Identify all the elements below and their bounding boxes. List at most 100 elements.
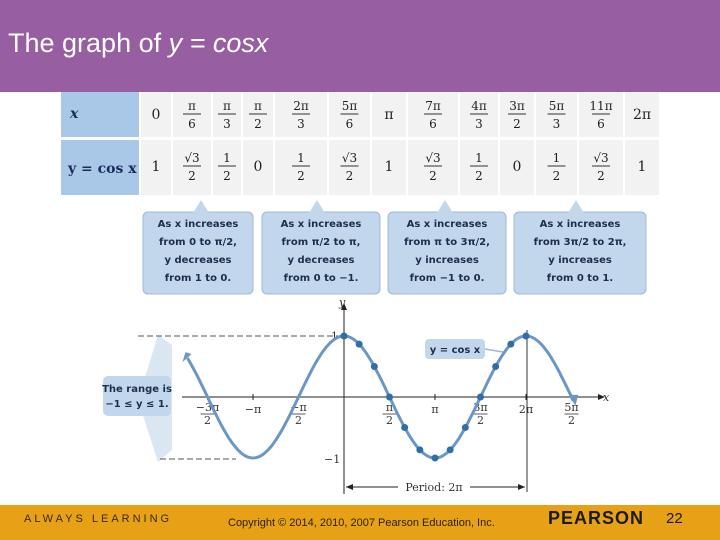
y-value-value: 1 bbox=[638, 159, 647, 175]
y-cell bbox=[243, 140, 273, 195]
x-value-numerator: π bbox=[223, 99, 231, 113]
x-cell bbox=[372, 92, 406, 137]
callout-text: from 0 to −1. bbox=[284, 273, 359, 284]
x-value-numerator: π bbox=[254, 99, 262, 113]
values-table: xy = cos x0π6π3π22π35π6π7π64π33π25π311π6… bbox=[61, 92, 659, 195]
y-cell bbox=[372, 140, 406, 195]
y-value-numerator: √3 bbox=[342, 151, 357, 165]
y-header-label: y = cos x bbox=[67, 161, 137, 177]
callout-text: As x increases bbox=[158, 219, 239, 230]
x-value-numerator: 2π bbox=[293, 99, 309, 113]
x-tick-denominator: 2 bbox=[204, 414, 211, 427]
x-value-numerator: 7π bbox=[425, 99, 441, 113]
y-value-denominator: 2 bbox=[553, 169, 561, 183]
y-value-numerator: √3 bbox=[425, 151, 440, 165]
slide-title: The graph of y = cosx bbox=[8, 28, 268, 59]
y-cell bbox=[625, 140, 659, 195]
x-axis-label: x bbox=[603, 391, 610, 404]
curve-arrow bbox=[182, 352, 192, 363]
x-tick-denominator: 2 bbox=[568, 414, 575, 427]
plotted-point bbox=[370, 363, 378, 370]
title-prefix: The graph of bbox=[8, 28, 169, 58]
x-value-denominator: 3 bbox=[297, 117, 305, 131]
x-value-denominator: 6 bbox=[188, 117, 196, 131]
x-tick-denominator: 2 bbox=[386, 414, 393, 427]
plotted-point bbox=[431, 454, 439, 462]
period-arrow-left bbox=[346, 484, 353, 490]
x-value-denominator: 6 bbox=[429, 117, 437, 131]
callout-text: from −1 to 0. bbox=[410, 273, 485, 284]
y-value-denominator: 2 bbox=[429, 169, 437, 183]
curve-label-box bbox=[425, 339, 485, 359]
y-cell bbox=[408, 140, 458, 195]
curve-label-pointer bbox=[484, 348, 504, 353]
footer-tagline: ALWAYS LEARNING bbox=[24, 513, 173, 525]
callout-text: from 0 to 1. bbox=[547, 273, 613, 284]
y-header-cell bbox=[61, 140, 139, 195]
x-value-denominator: 6 bbox=[597, 117, 605, 131]
callout-text: As x increases bbox=[407, 219, 488, 230]
plotted-point bbox=[461, 424, 469, 431]
y-value-value: 0 bbox=[254, 159, 263, 175]
period-label: Period: 2π bbox=[405, 481, 462, 494]
x-value-value: π bbox=[384, 107, 393, 123]
callout-text: from 0 to π/2, bbox=[159, 237, 237, 248]
period-arrow-right bbox=[518, 484, 525, 490]
callout-text: As x increases bbox=[281, 219, 362, 230]
x-cell bbox=[141, 92, 171, 137]
y-cell bbox=[173, 140, 211, 195]
title-bar bbox=[0, 0, 720, 92]
callout-pointer bbox=[193, 200, 209, 213]
x-value-numerator: 5π bbox=[549, 99, 565, 113]
x-tick-label: −π bbox=[245, 403, 261, 416]
x-tick-denominator: 2 bbox=[295, 414, 302, 427]
footer-brand-logo: PEARSON bbox=[548, 508, 645, 528]
callouts: As x increases from 0 to π/2, y decreases f… bbox=[142, 200, 647, 295]
x-value-numerator: 5π bbox=[342, 99, 358, 113]
y-value-numerator: √3 bbox=[593, 151, 608, 165]
y-tick-1: 1 bbox=[331, 330, 338, 343]
title-variable: y = cosx bbox=[168, 28, 269, 58]
x-value-value: 2π bbox=[633, 107, 651, 123]
x-axis-arrow bbox=[598, 394, 605, 400]
plotted-point bbox=[340, 332, 348, 340]
x-value-denominator: 6 bbox=[346, 117, 354, 131]
plotted-point bbox=[522, 332, 530, 340]
y-value-denominator: 2 bbox=[188, 169, 196, 183]
y-cell bbox=[141, 140, 171, 195]
plotted-point bbox=[492, 363, 500, 370]
plotted-point bbox=[416, 446, 424, 454]
x-value-numerator: 11π bbox=[589, 99, 612, 113]
y-value-denominator: 2 bbox=[223, 169, 231, 183]
y-value-denominator: 2 bbox=[475, 169, 483, 183]
x-tick-denominator: 2 bbox=[477, 414, 484, 427]
plotted-point bbox=[507, 340, 515, 348]
curve-arrow bbox=[569, 394, 579, 406]
y-value-denominator: 2 bbox=[297, 169, 305, 183]
callout-text: As x increases bbox=[540, 219, 621, 230]
cosine-graph: The range is−1 ≤ y ≤ 1.yx1−1−3π2−π −π2π2π… bbox=[102, 296, 610, 494]
callout-text: y increases bbox=[548, 255, 612, 266]
callout-text: from 3π/2 to 2π, bbox=[534, 237, 627, 248]
x-value-denominator: 2 bbox=[254, 117, 262, 131]
callout-text: y increases bbox=[415, 255, 479, 266]
y-value-value: 0 bbox=[513, 159, 522, 175]
x-header-label: x bbox=[69, 106, 79, 122]
callout-pointer bbox=[437, 200, 453, 213]
y-value-numerator: 1 bbox=[223, 151, 231, 165]
y-value-denominator: 2 bbox=[597, 169, 605, 183]
callout-text: y decreases bbox=[287, 255, 354, 266]
y-cell bbox=[500, 140, 534, 195]
x-header-cell bbox=[61, 92, 139, 137]
footer-bar bbox=[0, 505, 720, 540]
y-value-denominator: 2 bbox=[346, 169, 354, 183]
range-note-box bbox=[103, 376, 171, 416]
plotted-point bbox=[401, 424, 409, 431]
range-note-text: −1 ≤ y ≤ 1. bbox=[105, 399, 168, 410]
plotted-point bbox=[355, 340, 363, 348]
y-value-numerator: 1 bbox=[297, 151, 305, 165]
x-value-numerator: 3π bbox=[509, 99, 525, 113]
callout-text: y decreases bbox=[164, 255, 231, 266]
x-tick-label: π bbox=[431, 403, 438, 416]
